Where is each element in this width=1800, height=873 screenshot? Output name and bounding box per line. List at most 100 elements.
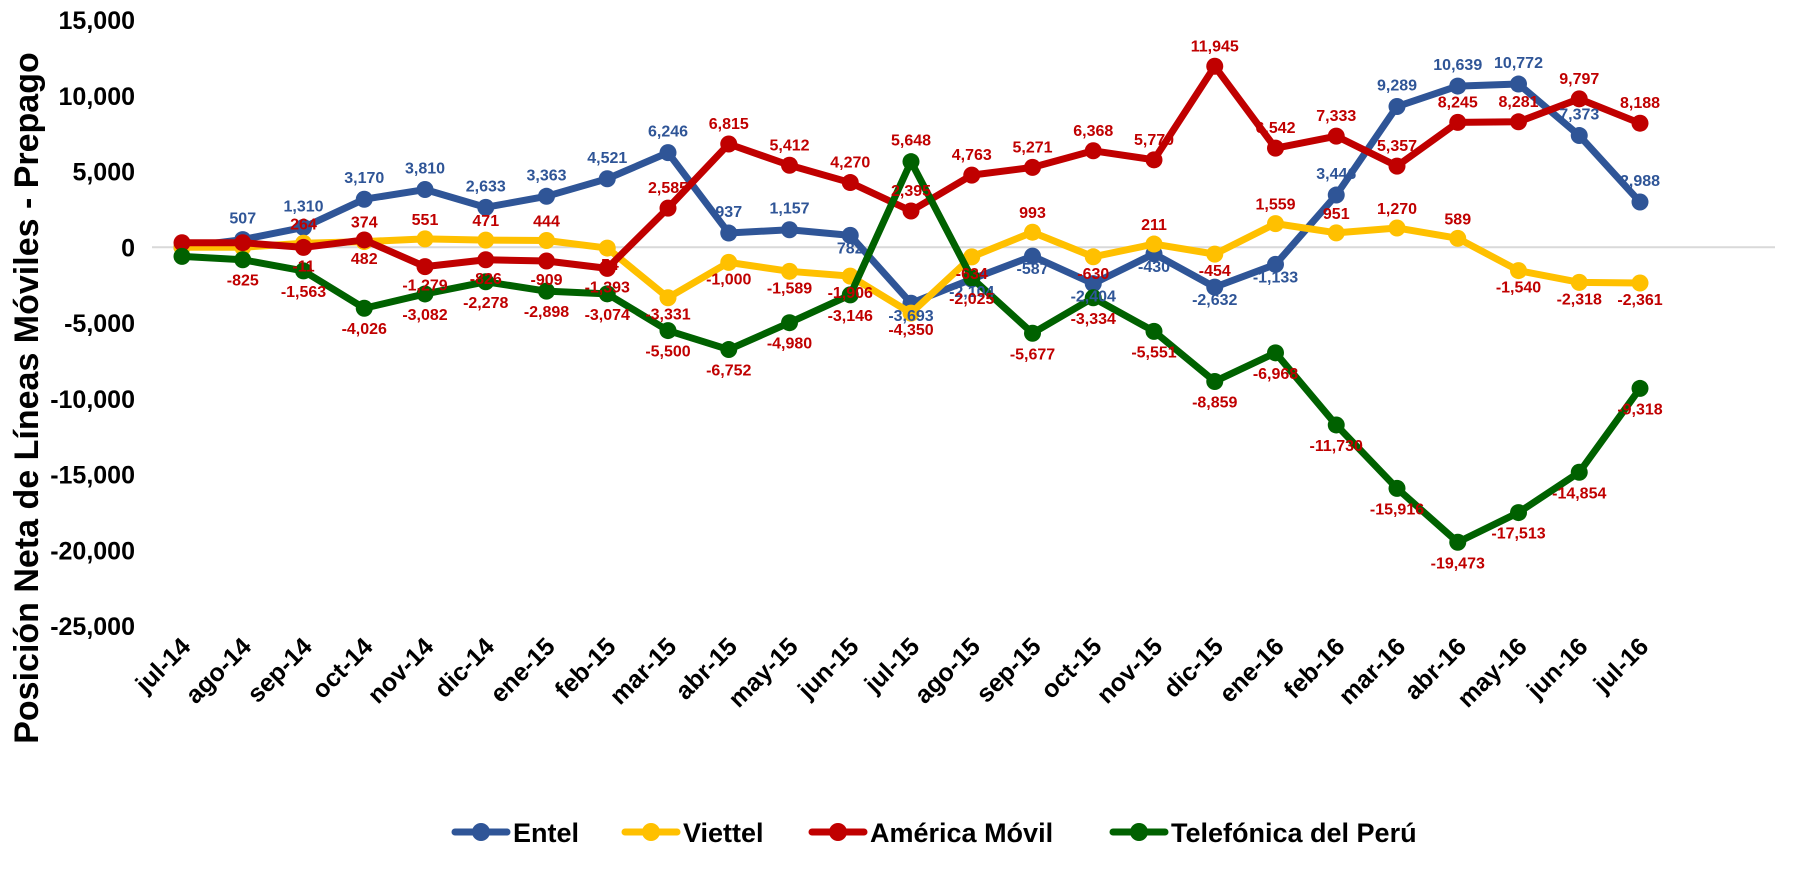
x-axis: jul-14ago-14sep-14oct-14nov-14dic-14ene-… (130, 632, 1655, 713)
data-label: -1,906 (828, 285, 873, 302)
data-label: -3,334 (1071, 311, 1116, 328)
data-label: -8,859 (1192, 394, 1237, 411)
data-point (1084, 248, 1102, 266)
legend: Entel Viettel América Móvil Telefónica del … (451, 818, 1417, 848)
data-label: -1,279 (402, 278, 447, 295)
data-point (295, 238, 312, 256)
data-label: 8,188 (1620, 95, 1660, 112)
data-point (598, 239, 616, 257)
data-point (1206, 245, 1224, 263)
data-label: 9,289 (1377, 78, 1417, 95)
legend-label: Entel (513, 818, 579, 848)
legend-label: Telefónica del Perú (1171, 818, 1417, 848)
data-point (1510, 113, 1527, 131)
legend-marker (472, 823, 490, 841)
data-label: -54 (596, 257, 619, 274)
data-label: -11,730 (1310, 438, 1363, 455)
legend-label: América Móvil (870, 818, 1053, 848)
data-point (295, 262, 312, 280)
data-label: 6,246 (648, 124, 688, 141)
data-label: 1,310 (283, 198, 323, 215)
data-point (1206, 372, 1224, 390)
data-label: 5,770 (1134, 132, 1174, 149)
y-tick-label: -25,000 (50, 613, 135, 641)
data-point (1631, 379, 1649, 397)
data-label: 471 (472, 213, 499, 230)
data-label: 9,797 (1559, 71, 1599, 88)
x-tick-label: ago-14 (180, 632, 257, 709)
data-label: 589 (1444, 211, 1471, 228)
data-point (902, 202, 920, 220)
data-label: -1,133 (1253, 269, 1298, 286)
data-label: -1,540 (1496, 280, 1541, 297)
legend-marker (1130, 823, 1148, 841)
data-point (538, 232, 555, 250)
data-point (173, 247, 191, 265)
data-point (781, 156, 798, 174)
data-label: -3,331 (645, 307, 690, 324)
data-label: 10,639 (1433, 57, 1482, 74)
data-label: -5,500 (645, 344, 690, 361)
data-point (1024, 247, 1041, 265)
data-label: 264 (290, 216, 317, 233)
legend-item: Viettel (621, 818, 764, 848)
data-label: -14,854 (1552, 485, 1606, 502)
data-label: -2,278 (463, 295, 508, 312)
data-point (1388, 98, 1406, 116)
data-label: 5,648 (891, 133, 931, 150)
data-point (1206, 278, 1224, 296)
data-point (1631, 193, 1649, 211)
x-tick-label: mar-15 (604, 632, 682, 710)
data-point (720, 253, 738, 271)
data-label: 482 (351, 251, 378, 268)
data-point (538, 282, 555, 300)
data-point (1449, 113, 1467, 131)
data-label: 6,542 (1255, 120, 1295, 137)
data-label: -430 (1138, 259, 1170, 276)
data-label: 937 (715, 204, 742, 221)
data-point (1327, 127, 1345, 145)
data-point (963, 248, 981, 266)
data-point (1449, 77, 1467, 95)
data-label: -5,677 (1010, 346, 1055, 363)
data-point (416, 258, 434, 276)
x-tick-label: nov-15 (1091, 632, 1168, 709)
x-tick-label: jun-16 (1521, 632, 1594, 705)
data-label: -3,693 (888, 308, 933, 325)
data-point (659, 144, 677, 162)
data-label: -2,361 (1617, 292, 1662, 309)
data-label: -1,589 (767, 280, 812, 297)
data-label: -9,318 (1617, 401, 1662, 418)
data-point (1510, 75, 1527, 93)
data-label: 2,633 (466, 178, 506, 195)
data-label: -2,104 (949, 284, 994, 301)
data-label: 782 (837, 240, 864, 257)
data-point (1206, 57, 1224, 75)
data-point (234, 234, 252, 252)
data-label: 1,559 (1255, 197, 1295, 214)
data-point (295, 218, 312, 236)
data-label: -1,000 (706, 271, 751, 288)
data-point (1327, 186, 1345, 204)
data-point (1024, 324, 1041, 342)
data-point (477, 231, 495, 249)
data-label: -15,916 (1370, 501, 1424, 518)
data-label: -2,898 (524, 304, 569, 321)
data-point (1388, 479, 1406, 497)
y-tick-label: 5,000 (72, 159, 135, 187)
data-point (598, 170, 616, 188)
data-point (781, 262, 798, 280)
data-label: 5,271 (1012, 139, 1052, 156)
data-point (416, 285, 434, 303)
data-point (1084, 289, 1102, 307)
data-point (477, 251, 495, 269)
legend-label: Viettel (683, 818, 764, 848)
data-point (1449, 229, 1467, 247)
data-label: -826 (470, 271, 502, 288)
data-label: -3,146 (828, 308, 873, 325)
x-tick-label: ago-15 (909, 632, 986, 709)
data-label: -4,350 (888, 322, 933, 339)
data-label: -2,318 (1557, 291, 1602, 308)
data-point (781, 314, 798, 332)
